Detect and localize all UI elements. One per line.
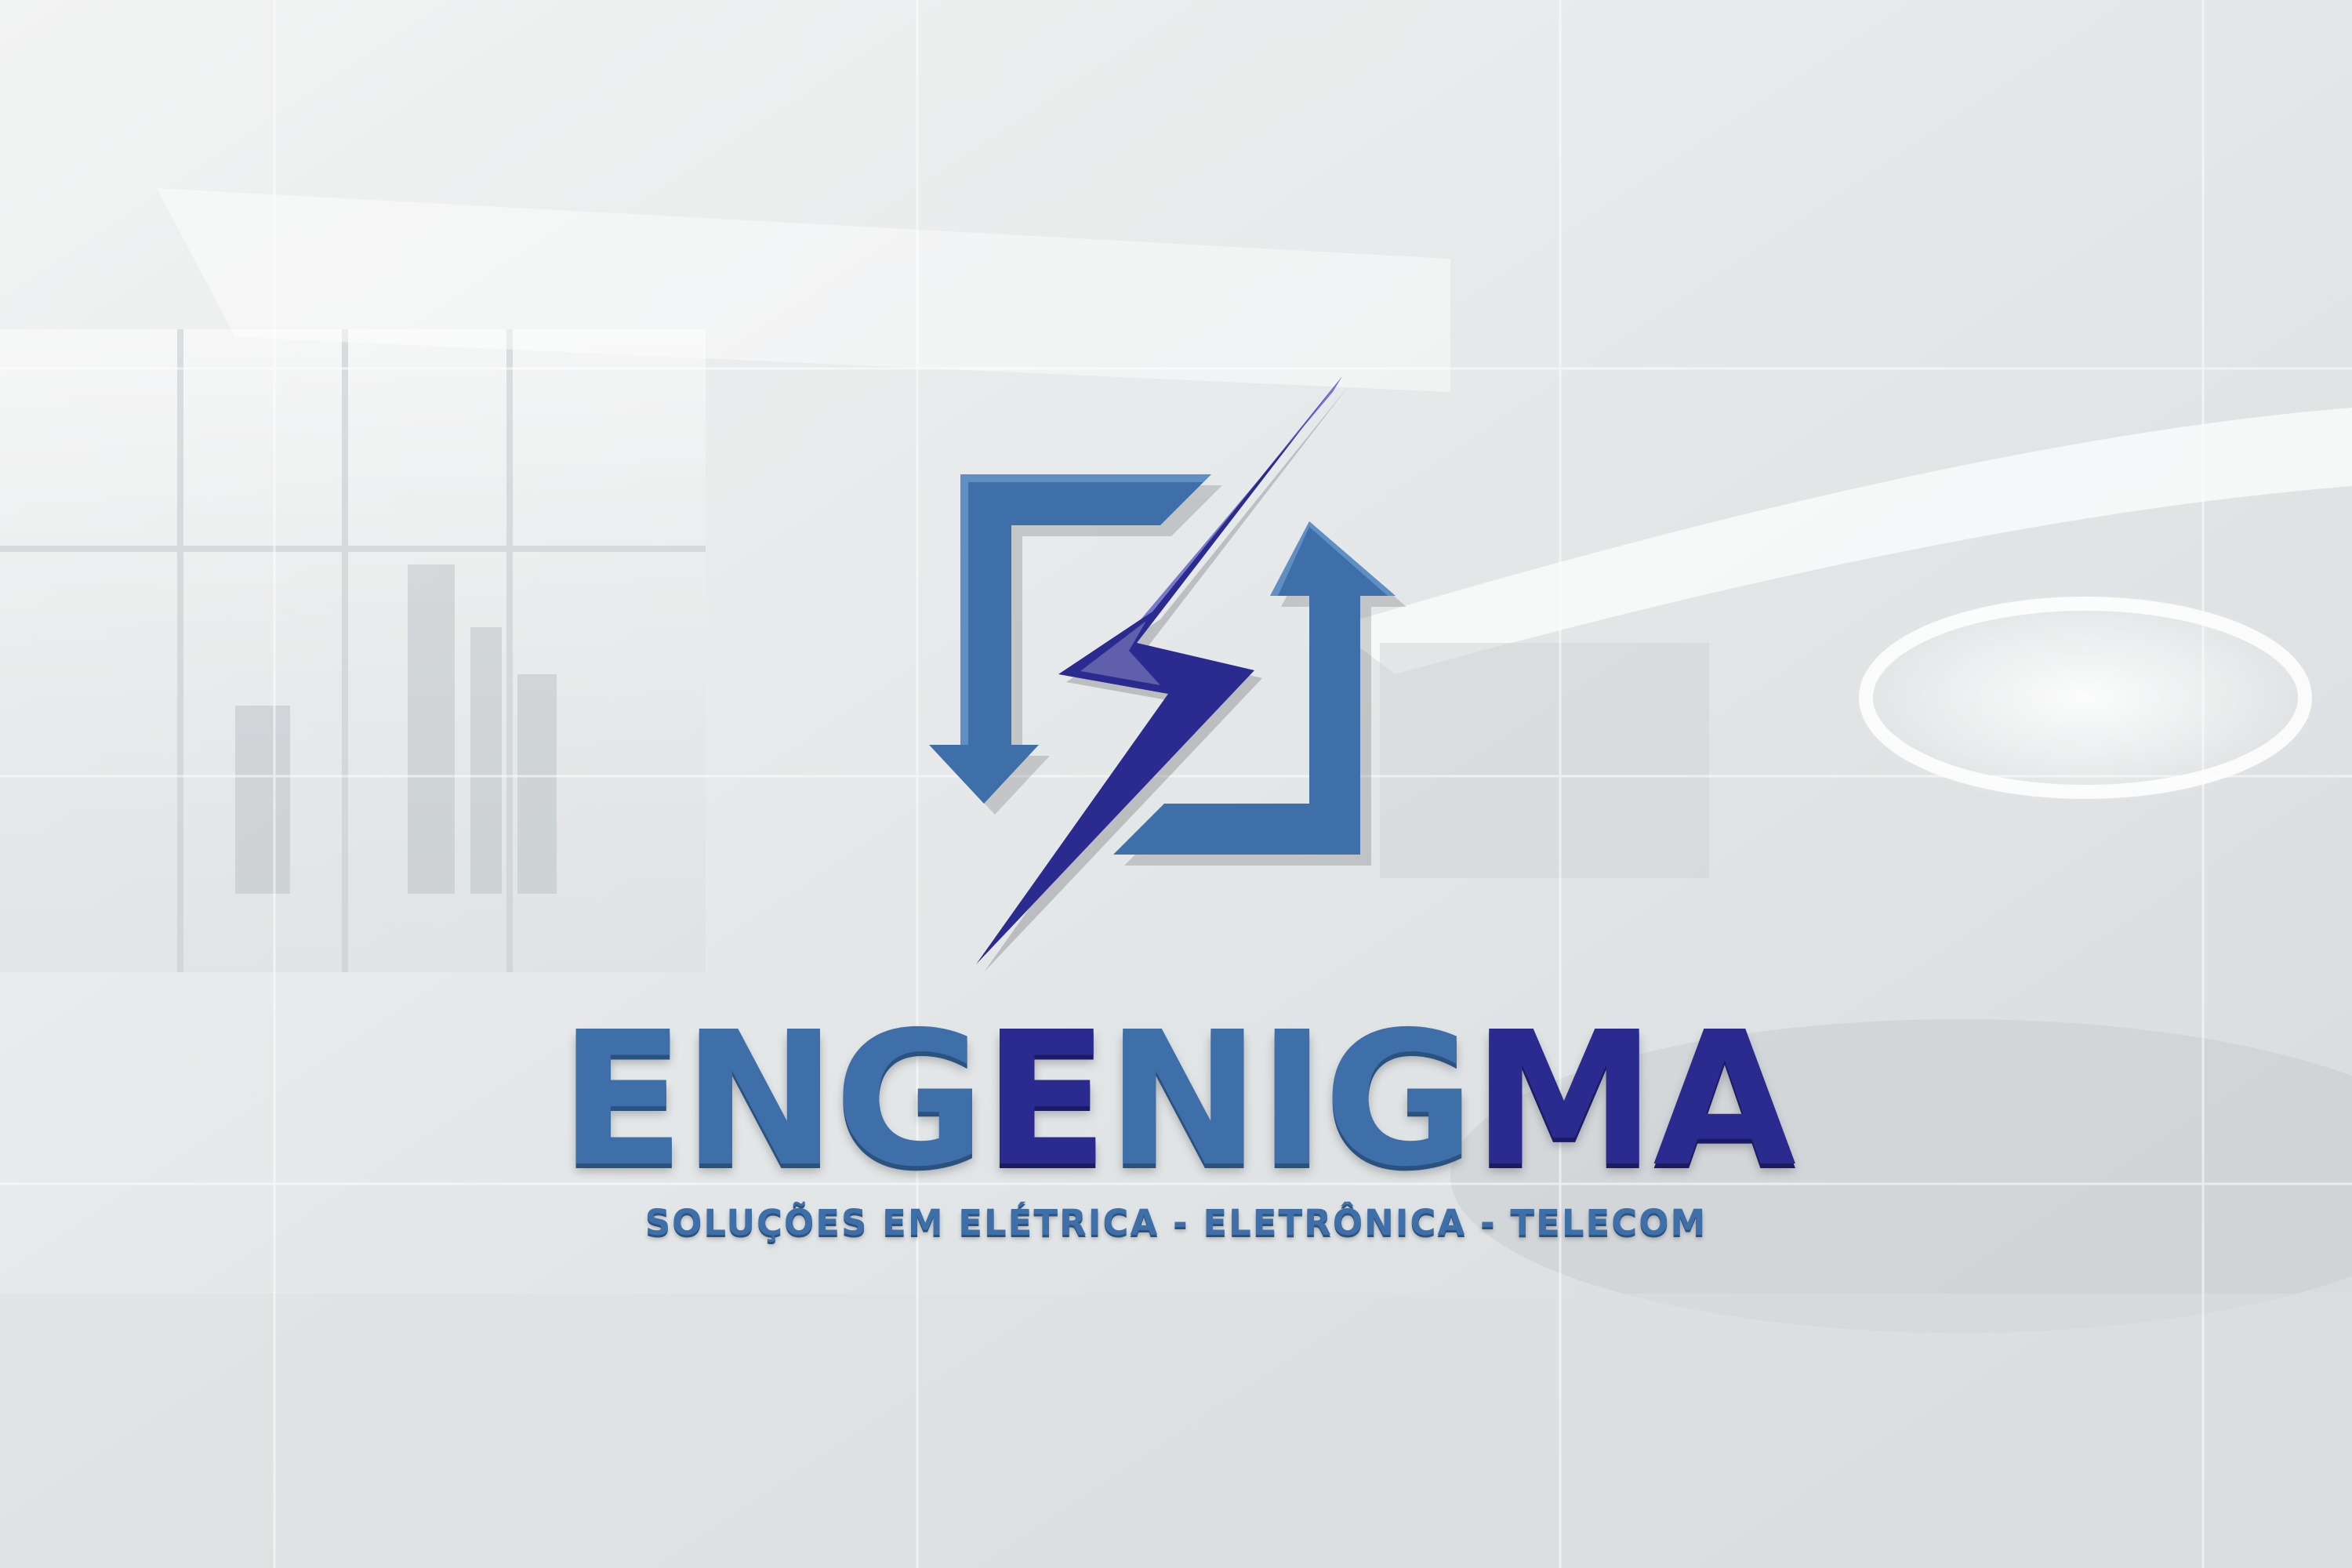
lightning-bolt-house-icon [929,376,1406,972]
brand-segment-1: ENG [558,992,985,1207]
brand-segment-3: NIG [1105,992,1475,1207]
brand-segment-4: MA [1472,992,1796,1207]
brand-tagline: SOLUÇÕES EM ELÉTRICA - ELETRÔNICA - TELE… [644,1202,1708,1243]
brand-segment-2: E [982,992,1109,1207]
brand-wordmark: ENGENIGMA [0,1007,2352,1192]
